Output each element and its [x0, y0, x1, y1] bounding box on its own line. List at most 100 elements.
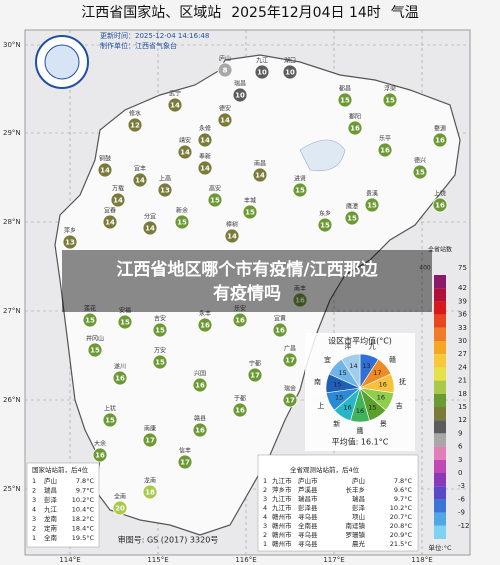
station-name: 永修 [199, 125, 211, 133]
station-value: 15 [245, 209, 255, 217]
colorbar-band [434, 367, 446, 381]
station-marker [217, 112, 233, 128]
table-cell: 南迳镇 [346, 521, 366, 530]
table-title: 国家站站前，后4位 [32, 465, 89, 474]
colorbar-unit: 单位:°C [429, 543, 452, 552]
colorbar-tick-label: 15 [458, 403, 467, 411]
colorbar-tick-label: -6 [458, 495, 466, 503]
station-value: 14 [170, 102, 180, 110]
colorbar-tick-label: 30 [458, 337, 467, 345]
colorbar-band [434, 446, 446, 460]
stations: 8庐山10九江10湖口10瑞昌12修水14武宁14德安14永修15都昌15浮梁1… [62, 55, 448, 516]
station-marker [344, 210, 360, 226]
station-marker [157, 182, 173, 198]
station-value: 15 [90, 347, 100, 355]
station-value: 15 [85, 317, 95, 325]
station-value: 16 [295, 297, 305, 305]
station-name: 万载 [112, 185, 124, 193]
latitude-label: 29°N [3, 129, 21, 137]
station-value: 15 [367, 202, 377, 210]
station-marker [142, 484, 158, 500]
pie-value: 16 [343, 403, 351, 411]
pie-city: 宜 [324, 355, 331, 364]
table-cell: 10.2°C [72, 496, 95, 504]
station-marker [197, 132, 213, 148]
station-value: 10 [257, 69, 267, 77]
table-cell: 9.7°C [76, 487, 95, 495]
table-cell: 芦溪县 [298, 485, 318, 494]
station-name: 鹰潭 [346, 203, 358, 211]
station-value: 14 [105, 219, 115, 227]
station-name: 大余 [94, 440, 106, 448]
station-value: 16 [195, 382, 205, 390]
station-value: 14 [200, 137, 210, 145]
station-name: 鄱阳 [349, 113, 361, 121]
station-marker [97, 162, 113, 178]
colorbar-tick-label: 27 [458, 350, 467, 358]
table-cell: 瑞昌 [44, 486, 57, 495]
station-name: 靖安 [179, 137, 191, 145]
station-marker [112, 370, 128, 386]
station-marker [232, 87, 248, 103]
longitude-label: 116°E [235, 556, 256, 564]
station-name: 庐山 [219, 55, 231, 63]
station-value: 16 [350, 125, 360, 133]
station-value: 16 [435, 137, 445, 145]
colorbar-band [434, 288, 446, 302]
station-name: 东乡 [319, 210, 331, 218]
station-marker [282, 64, 298, 80]
colorbar-tick-label: 21 [458, 377, 467, 385]
pie-city: 抚 [399, 377, 406, 386]
station-name: 吉安 [154, 315, 166, 323]
table-cell: 1 [32, 477, 36, 485]
title-date: 2025年12月04日 14时 [231, 5, 381, 21]
colorbar-band [434, 525, 446, 539]
pie-slice [341, 353, 361, 390]
table-cell: 寻乌县 [298, 539, 318, 548]
table-cell: 罗珊镇 [346, 530, 366, 539]
table-cell: 庐山 [44, 476, 57, 485]
station-value: 12 [130, 122, 140, 130]
table-cell: 20.7°C [390, 513, 413, 521]
table-cell: 龙南 [44, 514, 58, 523]
station-value: 15 [340, 97, 350, 105]
overlay-line: 有疫情吗 [213, 283, 281, 304]
table-cell: 18.2°C [72, 515, 95, 523]
table-title: 全省观测站站前，后4位 [290, 465, 360, 474]
station-marker [242, 204, 258, 220]
longitude-label: 114°E [59, 556, 80, 564]
table-cell: 18.4°C [72, 525, 95, 533]
station-marker [252, 167, 268, 183]
station-marker [377, 142, 393, 158]
pie-value: 14 [349, 362, 357, 370]
station-value: 14 [255, 172, 265, 180]
station-marker [282, 352, 298, 368]
title-name: 江西省国家站、区域站 [81, 4, 221, 21]
station-value: 13 [65, 239, 75, 247]
colorbar-tick-label: -3 [458, 482, 465, 490]
pie-city: 鹰 [357, 426, 364, 435]
table-cell: 21.5°C [390, 540, 413, 548]
table-cell: 4 [32, 506, 36, 514]
logo-globe [44, 44, 80, 80]
station-marker [197, 160, 213, 176]
table-cell: 庐山 [352, 476, 365, 485]
station-value: 16 [195, 427, 205, 435]
pie-value: 15 [335, 394, 343, 402]
table-cell: 赣州市 [272, 521, 292, 530]
station-marker [102, 214, 118, 230]
table-cell: 19.5°C [72, 534, 95, 542]
table-cell: 瑞昌市 [298, 494, 318, 503]
station-value: 17 [145, 437, 155, 445]
station-name: 全南 [114, 493, 126, 501]
pie-value: 17 [373, 369, 381, 377]
station-marker [292, 292, 308, 308]
table-cell: 10.2°C [390, 504, 413, 512]
station-name: 丰城 [244, 197, 256, 205]
station-marker [217, 62, 233, 78]
provincial-ranking: 全省观测站站前，后4位 1 九江市 庐山市 庐山 7.8°C2 萍乡市 芦溪县 长丰乡 9.6°… [257, 454, 419, 552]
station-name: 南康 [144, 425, 156, 433]
colorbar-band [434, 486, 446, 500]
station-marker [292, 182, 308, 198]
table-cell: 九江市 [272, 503, 292, 512]
